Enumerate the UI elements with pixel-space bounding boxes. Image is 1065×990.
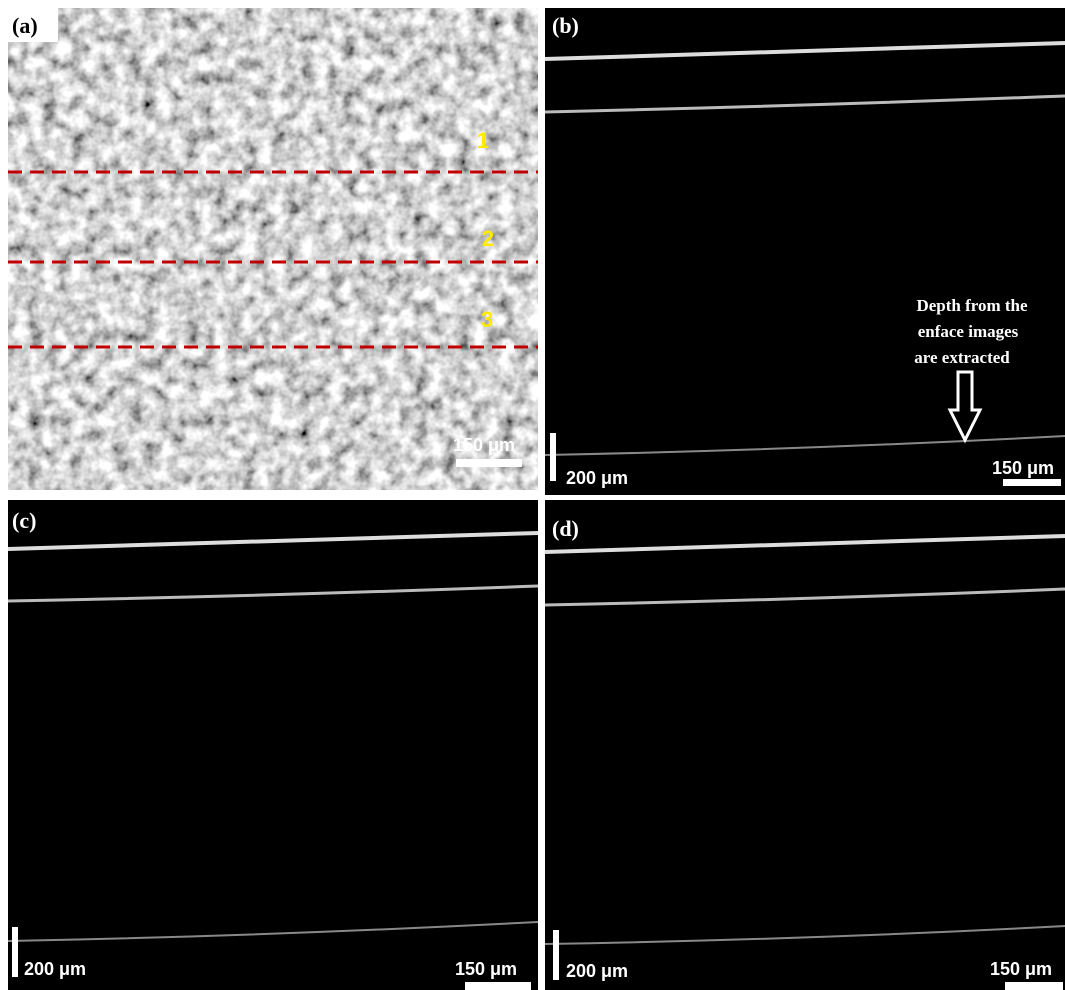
scale-bar <box>456 459 522 467</box>
panel-a: 1 2 3 (a) 150 μm <box>8 8 538 490</box>
figure: 1 2 3 (a) 150 μm (b) Depth from the enfa… <box>0 0 1065 990</box>
annotation: enface images <box>918 322 1019 341</box>
scale-bar <box>465 982 531 990</box>
panel-b: (b) Depth from the enface images are ext… <box>545 8 1065 495</box>
scale-bar-label: 150 μm <box>992 458 1054 478</box>
region-label: 2 <box>482 226 494 251</box>
panel-d: (d) 200 μm 150 μm <box>545 500 1065 990</box>
region-label: 1 <box>477 128 489 153</box>
scale-bar <box>1005 982 1063 990</box>
panel-label: (b) <box>552 13 579 38</box>
depth-bar-label: 200 μm <box>566 961 628 981</box>
panel-c: (c) 200 μm 150 μm <box>8 500 538 990</box>
bscan-image <box>545 8 1065 495</box>
panel-label: (d) <box>552 516 579 541</box>
depth-bar <box>553 930 559 980</box>
depth-bar <box>12 927 18 977</box>
panel-label: (a) <box>12 13 38 38</box>
annotation: are extracted <box>914 348 1010 367</box>
bscan-image <box>545 500 1065 990</box>
scale-bar-label: 150 μm <box>990 959 1052 979</box>
scale-bar-label: 150 μm <box>453 435 515 455</box>
enface-image <box>8 8 538 490</box>
annotation: Depth from the <box>916 296 1028 315</box>
panel-label: (c) <box>12 508 36 533</box>
depth-bar-label: 200 μm <box>24 959 86 979</box>
depth-bar <box>550 433 556 481</box>
scale-bar-label: 150 μm <box>455 959 517 979</box>
bscan-image <box>8 500 538 990</box>
depth-bar-label: 200 μm <box>566 468 628 488</box>
region-label: 3 <box>481 307 493 332</box>
scale-bar <box>1003 479 1061 486</box>
